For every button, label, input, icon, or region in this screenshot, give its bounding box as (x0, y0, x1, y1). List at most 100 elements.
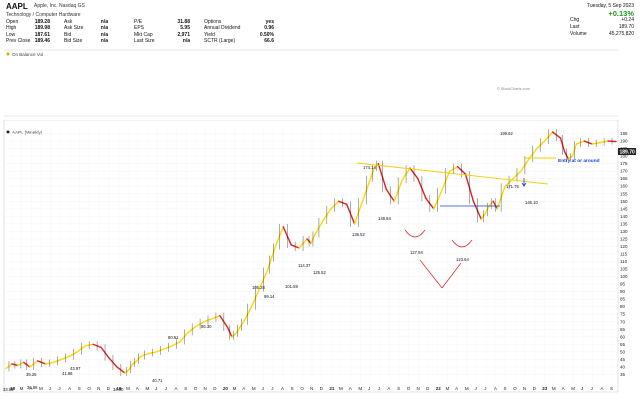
price-annotation: 171.76 (506, 184, 519, 189)
y-tick-label: 150 (620, 199, 628, 204)
x-tick-label: J (581, 386, 583, 391)
y-tick-label: 195 (620, 131, 628, 136)
price-annotation: 105.28 (252, 285, 265, 290)
copyright-text: © StockCharts.com (497, 87, 530, 91)
stat-value: yes (265, 19, 274, 25)
annotations: 174.14 171.76 148.84 136.52 127.94 123.64 125.… (3, 131, 538, 392)
exchange-name: Nasdaq GS (59, 3, 85, 9)
stat-row: SCTR (Large) 66.6 (204, 38, 274, 44)
stat-label: Ask (64, 19, 73, 25)
stat-label: Bid Size (64, 38, 83, 45)
x-tick-label: A (562, 386, 565, 391)
stat-row: Last Size n/a (134, 38, 190, 44)
y-tick-label: 35 (620, 372, 626, 377)
stat-value: 66.6 (264, 38, 274, 45)
x-tick-label: A (68, 386, 71, 391)
stat-row: Ask Size n/a (64, 25, 108, 31)
price-chart: AAPL (Weekly) 19519018518017517016516015… (3, 120, 636, 393)
x-tick-label: D (320, 386, 324, 391)
chart-header: AAPL Apple, Inc. Nasdaq GS Technology / … (0, 0, 640, 52)
y-tick-label: 80 (620, 304, 626, 309)
x-tick-label: J (591, 386, 593, 391)
x-tick-label: O (194, 386, 198, 391)
y-tick-label: 90 (620, 289, 626, 294)
x-tick-label: O (407, 386, 411, 391)
price-annotation: 41.96 (62, 371, 73, 376)
x-tick-label: S (291, 386, 294, 391)
x-tick-label: D (107, 386, 111, 391)
price-annotation: 35.25 (26, 372, 37, 377)
x-tick-label: O (513, 386, 517, 391)
y-tick-label: 165 (620, 176, 628, 181)
price-annotation: 174.14 (363, 165, 376, 170)
x-tick-label: A (387, 386, 390, 391)
price-annotation: 136.52 (352, 232, 365, 237)
x-tick-label: A (455, 386, 458, 391)
x-tick-label: 22 (436, 386, 442, 391)
x-tick-label: D (213, 386, 217, 391)
x-tick-label: S (184, 386, 187, 391)
y-tick-label: 70 (620, 319, 626, 324)
x-tick-label: M (445, 386, 449, 391)
stat-label: Low (6, 31, 16, 38)
x-tick-label: J (378, 386, 380, 391)
stat-value: n/a (100, 31, 108, 38)
resistance-line (356, 162, 549, 185)
price-annotation: 127.94 (410, 250, 423, 255)
title-marker-icon (6, 130, 10, 134)
x-tick-label: M (571, 386, 575, 391)
quote-value: +0.24 (621, 17, 634, 23)
y-tick-label: 65 (620, 327, 626, 332)
y-tick-label: 40 (620, 364, 626, 369)
stats-col-1: Open 189.28 High 189.98 Low 187.61 Prev Clo… (6, 19, 50, 45)
stat-label: Yield (204, 31, 215, 38)
stat-label: Annual Dividend (204, 25, 241, 32)
y-tick-label: 45 (620, 357, 626, 362)
y-tick-label: 105 (620, 267, 628, 272)
company-name: Apple, Inc. Nasdaq GS (34, 3, 85, 9)
x-tick-label: N (204, 386, 207, 391)
price-series (5, 129, 617, 376)
stat-label: Last Size (134, 38, 155, 45)
y-tick-label: 55 (620, 342, 626, 347)
stat-row: Yield 0.50% (204, 32, 274, 38)
quote-label: Last (570, 24, 580, 30)
sector-label: Technology / Computer Hardware (6, 12, 81, 18)
y-axis: 1951901851801751701651601551501451401351… (620, 131, 628, 377)
y-tick-label: 115 (620, 252, 628, 257)
company-name-text: Apple, Inc. (34, 3, 58, 9)
x-tick-label: M (126, 386, 130, 391)
price-annotation: 125.52 (313, 270, 326, 275)
stat-label: SCTR (Large) (204, 38, 236, 45)
on-balance-volume-panel: On Balance Vol © StockCharts.com (4, 49, 618, 117)
price-annotation: 114.37 (298, 263, 311, 268)
price-annotation: 199.62 (500, 131, 513, 136)
x-tick-label: M (233, 386, 237, 391)
price-annotation: 33.93 (3, 387, 14, 392)
stat-row: Options yes (204, 19, 274, 25)
x-tick-label: 20 (223, 386, 229, 391)
quote-label: Volume (570, 31, 587, 37)
stat-value: 189.46 (34, 38, 50, 45)
x-tick-label: J (262, 386, 264, 391)
x-tick-label: 21 (329, 386, 335, 391)
x-tick-label: M (145, 386, 149, 391)
price-annotation: 40.71 (152, 378, 163, 383)
price-annotation: 99.14 (264, 294, 275, 299)
x-tick-label: M (252, 386, 256, 391)
obv-label: On Balance Vol (12, 52, 43, 57)
bottom-marker (404, 229, 426, 238)
last-price-tag (618, 148, 636, 155)
x-tick-label: M (20, 386, 24, 391)
price-annotation: 80.51 (168, 335, 179, 340)
x-tick-label: M (358, 386, 362, 391)
x-tick-label: A (29, 386, 32, 391)
stat-value: 5.95 (180, 25, 190, 32)
y-tick-label: 190 (620, 139, 628, 144)
x-tick-label: J (484, 386, 486, 391)
price-annotation: 43.97 (70, 366, 81, 371)
quote-label: Chg (570, 17, 580, 23)
quote-value: 189.70 (618, 24, 634, 30)
x-tick-label: 19 (116, 386, 122, 391)
y-tick-label: 170 (620, 169, 628, 174)
